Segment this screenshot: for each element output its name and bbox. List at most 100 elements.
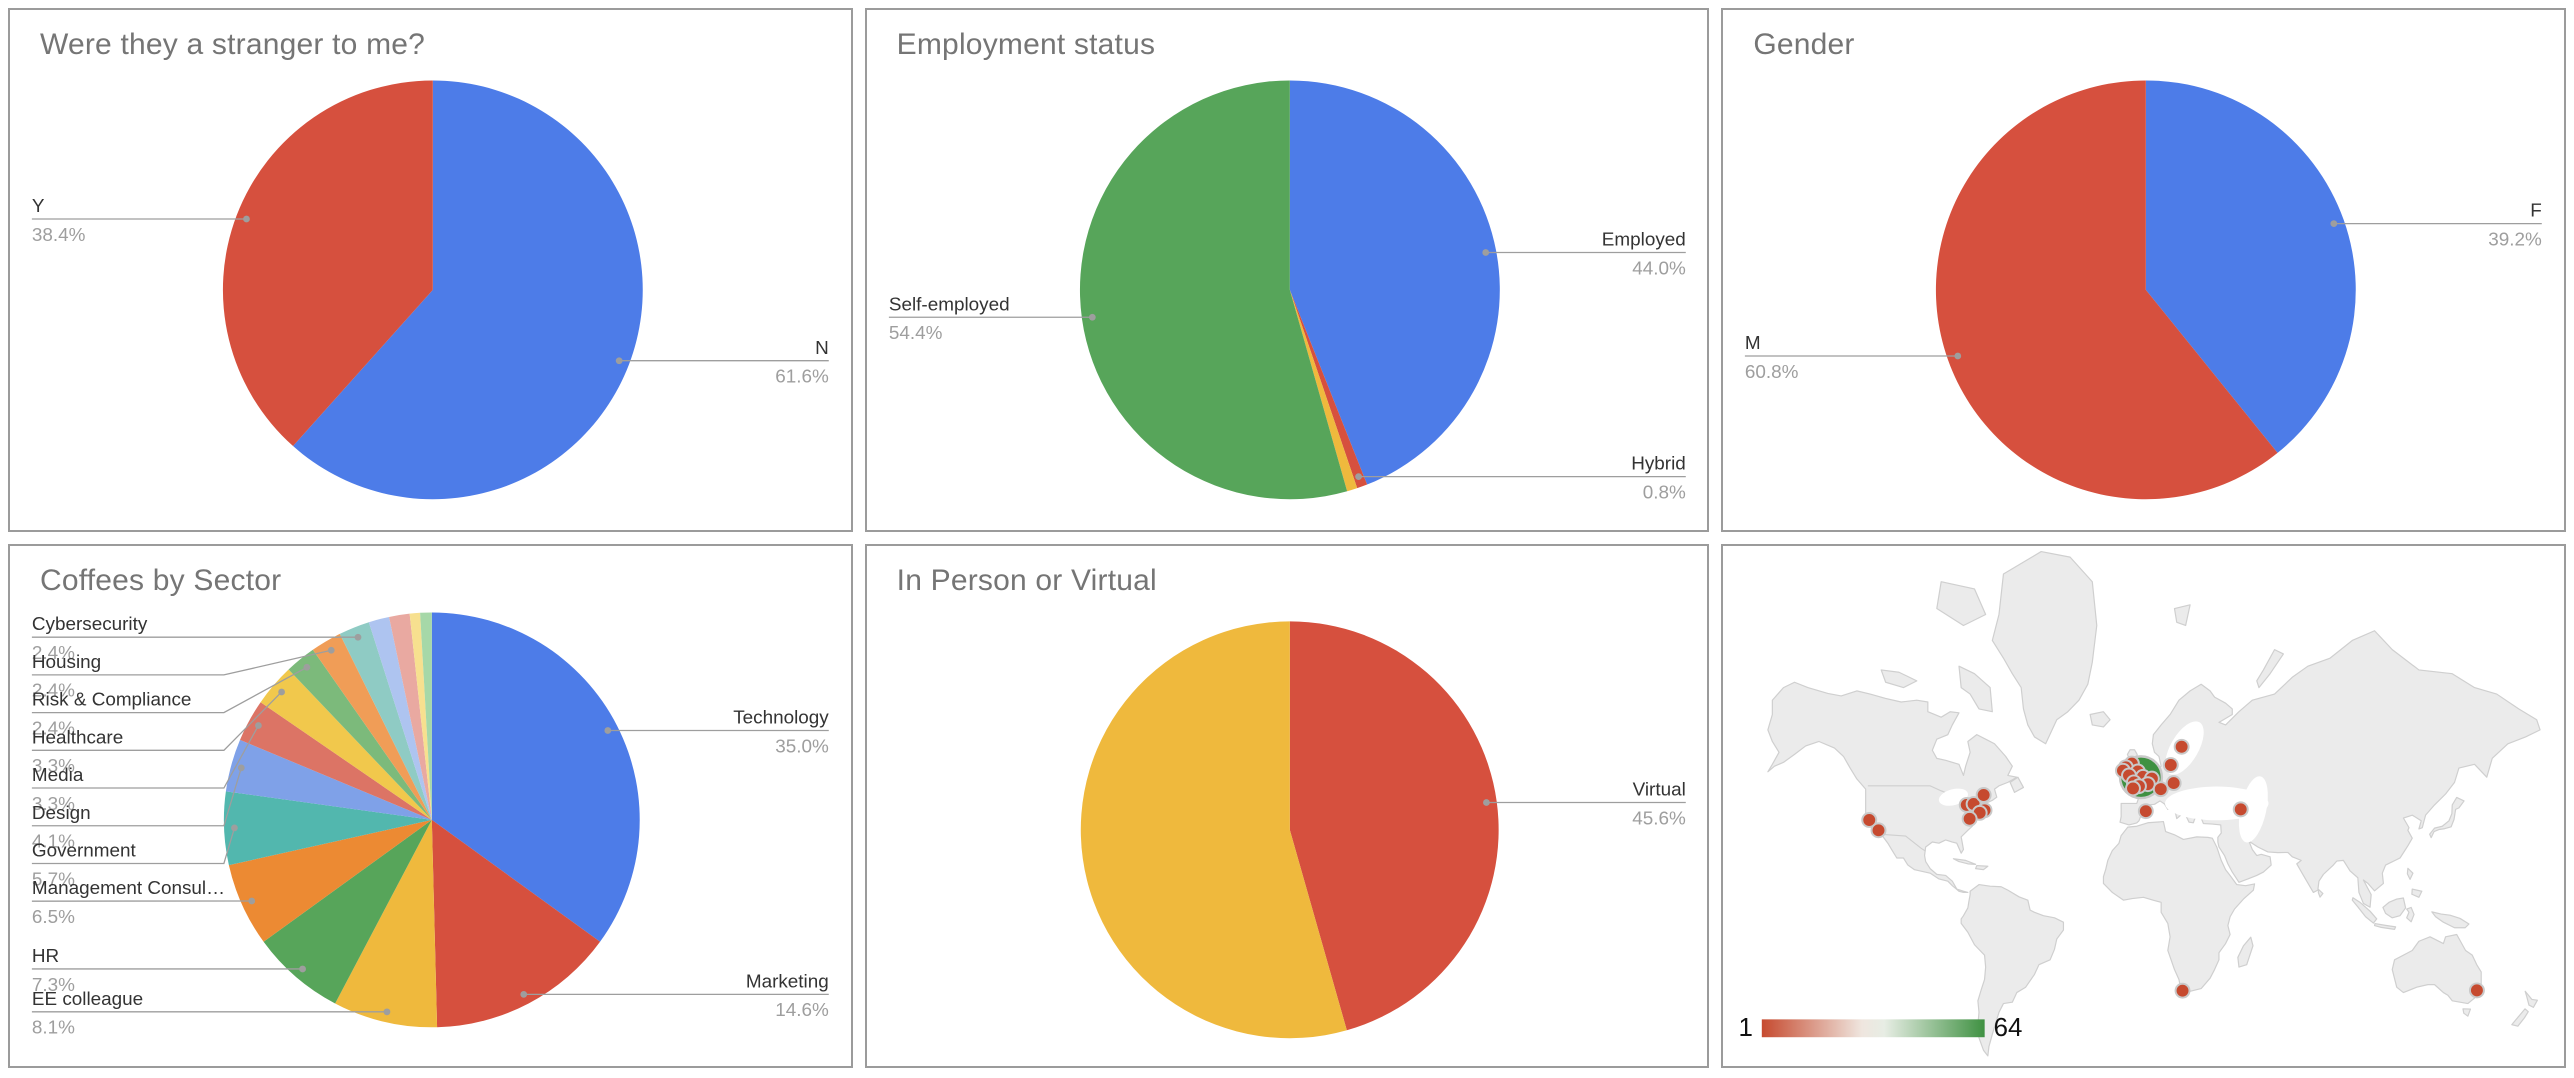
chart-panel-world-map[interactable]: 1 64: [1721, 544, 2566, 1068]
slice-percent: 4.1%: [32, 831, 75, 852]
pie-slice-government: [223, 791, 432, 866]
slice-label: Employed: [1601, 229, 1685, 250]
slice-label: Design: [32, 802, 91, 823]
chart-panel-gender[interactable]: Gender M 60.8% F 39.2%: [1721, 8, 2566, 532]
chart-panel-stranger[interactable]: Were they a stranger to me? Y 38.4% N 61.6%: [8, 8, 853, 532]
pie-slice-y: [222, 80, 433, 447]
slice-label: Risk & Compliance: [32, 689, 192, 710]
pie-slice-unlabeled: [368, 616, 432, 820]
callout-dot: [604, 727, 612, 734]
slice-percent: 7.3%: [32, 974, 75, 995]
map-landmass: [2374, 923, 2397, 930]
slice-percent: 14.6%: [775, 999, 829, 1020]
pie-chart-employment[interactable]: Self-employed 54.4% Employed 44.0% Hybrid 0.8…: [867, 10, 1708, 530]
map-marker-low: [1976, 787, 1992, 803]
slice-label: Virtual: [1632, 779, 1685, 800]
map-landmass: [2431, 911, 2470, 929]
legend-gradient-bar: [1762, 1019, 1985, 1038]
map-marker-low: [2233, 801, 2250, 818]
pie-slice-unlabeled: [389, 613, 432, 820]
map-landmass: [2351, 897, 2378, 924]
chart-panel-in-person-or-virtual[interactable]: In Person or Virtual Virtual 45.6%: [864, 544, 1710, 1068]
callout-dot: [231, 824, 238, 832]
callout-line: [31, 827, 236, 865]
slice-percent: 38.4%: [32, 224, 86, 245]
map-marker-low: [2125, 780, 2142, 797]
slice-label: Self-employed: [889, 293, 1010, 314]
map-landmass: [2009, 776, 2025, 793]
map-landmass: [2382, 897, 2407, 919]
map-landmass: [2119, 630, 2542, 908]
chart-title: Were they a stranger to me?: [40, 28, 426, 61]
pie-slice-f: [2146, 80, 2357, 453]
map-marker-low: [2174, 738, 2190, 755]
pie-slice-hr: [263, 819, 432, 1004]
pie-slice-cybersecurity: [339, 622, 432, 820]
chart-panel-employment[interactable]: Employment status Self-employed 54.4% Empl…: [864, 8, 1710, 532]
pie-slice-hybrid: [1289, 289, 1367, 489]
map-landmass: [1880, 669, 1918, 689]
pie-slice-virtual: [1289, 621, 1499, 1031]
pie-chart-in-person-or-virtual[interactable]: Virtual 45.6%: [867, 546, 1708, 1066]
pie-slice-unlabeled: [409, 612, 432, 820]
map-landmass: [2406, 906, 2415, 923]
pie-slice-unlabeled: [1289, 289, 1357, 492]
map-marker-low: [2163, 757, 2180, 773]
slice-label: Y: [32, 195, 45, 216]
map-marker-low: [1861, 812, 1878, 828]
callout-dot: [243, 215, 250, 223]
pie-slice-healthcare: [260, 669, 432, 820]
map-marker-low: [1870, 822, 1887, 839]
slice-label: F: [2531, 200, 2543, 221]
callout-dot: [299, 965, 306, 973]
map-landmass: [1767, 681, 2018, 894]
map-landmass: [2237, 936, 2254, 968]
slice-label: Management Consul…: [32, 877, 225, 898]
map-landmass: [2511, 1008, 2530, 1027]
slice-label: Housing: [32, 651, 101, 672]
map-landmass: [2089, 711, 2112, 728]
map-landmass: [2524, 990, 2539, 1008]
slice-percent: 54.4%: [889, 322, 943, 343]
chart-panel-coffees-by-sector[interactable]: Coffees by Sector Cybersecurity 2.4% Housi…: [8, 544, 853, 1068]
callout-dot: [303, 663, 311, 671]
slice-label: Cybersecurity: [32, 613, 148, 634]
slice-percent: 2.4%: [32, 680, 75, 701]
pie-slice-design: [225, 739, 432, 820]
pie-slice-unlabeled: [1080, 621, 1347, 1039]
callout-dot: [255, 722, 262, 729]
slice-percent: 5.7%: [32, 868, 75, 889]
callout-dot: [237, 764, 245, 772]
map-landmass: [2174, 604, 2192, 627]
callout-line: [31, 725, 259, 789]
geo-chart-world-map[interactable]: 1 64: [1723, 546, 2564, 1066]
map-marker-low: [2153, 781, 2170, 798]
callout-dot: [1088, 313, 1096, 321]
callout-dot: [615, 357, 623, 365]
chart-title: Employment status: [896, 28, 1156, 61]
map-inland-sea: [2239, 776, 2269, 843]
pie-chart-gender[interactable]: M 60.8% F 39.2%: [1723, 10, 2564, 530]
slice-percent: 2.4%: [32, 717, 75, 738]
slice-percent: 3.3%: [32, 793, 75, 814]
callout-line: [31, 649, 332, 676]
map-landmass: [2103, 820, 2256, 992]
slice-label: EE colleague: [32, 988, 143, 1009]
legend-min-label: 1: [1739, 1014, 1753, 1042]
callout-dot: [1354, 473, 1362, 480]
pie-chart-stranger[interactable]: Y 38.4% N 61.6%: [10, 10, 851, 530]
callout-dot: [1481, 249, 1489, 256]
map-marker-low: [2174, 982, 2191, 999]
slice-label: HR: [32, 945, 59, 966]
slice-percent: 2.4%: [32, 642, 75, 663]
pie-slice-employed: [1289, 80, 1500, 485]
slice-percent: 6.5%: [32, 906, 75, 927]
slice-percent: 39.2%: [2489, 229, 2543, 250]
chart-title: In Person or Virtual: [896, 564, 1157, 597]
slice-label: Marketing: [746, 970, 829, 991]
map-landmass: [2429, 796, 2466, 839]
pie-slice-media: [240, 702, 432, 820]
map-marker-low: [1961, 810, 1978, 827]
